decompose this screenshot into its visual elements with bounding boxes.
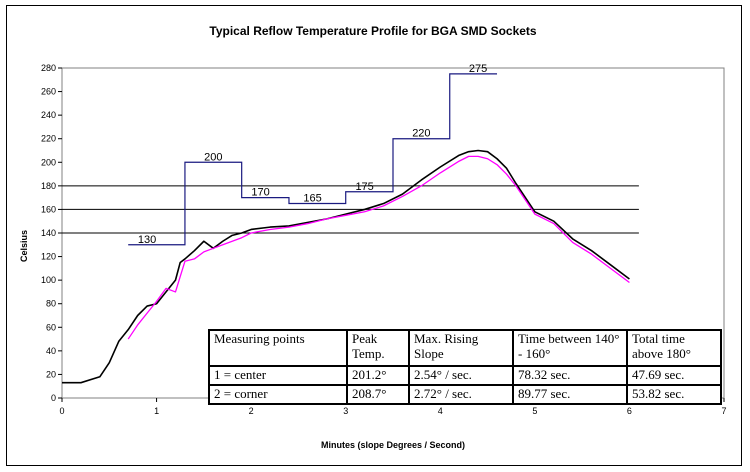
setpoint-label: 175 <box>355 181 373 193</box>
table-cell: 2.72° / sec. <box>408 384 514 405</box>
table-cell: 47.69 sec. <box>626 365 722 386</box>
y-tick-label: 180 <box>41 181 56 191</box>
header-peak-temp: Peak Temp. <box>346 329 410 367</box>
y-tick-label: 80 <box>46 299 56 309</box>
x-tick-label: 1 <box>154 406 159 416</box>
y-tick-label: 160 <box>41 204 56 214</box>
header-max-rising-slope: Max. Rising Slope <box>408 329 514 367</box>
setpoint-label: 275 <box>469 63 487 75</box>
y-tick-label: 240 <box>41 110 56 120</box>
setpoint-label: 200 <box>204 151 222 163</box>
center-temperature-line <box>62 149 630 384</box>
y-tick-label: 0 <box>51 393 56 403</box>
y-tick-label: 120 <box>41 252 56 262</box>
header-measuring-points: Measuring points <box>208 329 348 367</box>
y-tick-label: 100 <box>41 275 56 285</box>
header-total-time: Total time above 180° <box>626 329 722 367</box>
x-tick-label: 2 <box>249 406 254 416</box>
table-cell: 208.7° <box>346 384 410 405</box>
header-time-between: Time between 140° - 160° <box>512 329 628 367</box>
y-tick-label: 280 <box>41 63 56 73</box>
table-row: 1 = center 201.2° 2.54° / sec. 78.32 sec… <box>208 365 722 386</box>
table-header-row: Measuring points Peak Temp. Max. Rising … <box>208 329 722 367</box>
y-tick-label: 200 <box>41 157 56 167</box>
x-tick-label: 5 <box>532 406 537 416</box>
x-tick-label: 3 <box>343 406 348 416</box>
x-tick-label: 0 <box>59 406 64 416</box>
y-tick-label: 140 <box>41 228 56 238</box>
setpoint-label: 130 <box>138 234 156 246</box>
setpoint-label: 170 <box>251 187 269 199</box>
x-tick-label: 4 <box>438 406 443 416</box>
setpoint-profile-line <box>128 73 498 246</box>
table-cell: 78.32 sec. <box>512 365 628 386</box>
setpoint-label: 220 <box>412 128 430 140</box>
measurement-table: Measuring points Peak Temp. Max. Rising … <box>208 329 722 405</box>
table-cell: 201.2° <box>346 365 410 386</box>
table-cell: 2 = corner <box>208 384 348 405</box>
y-axis-title: Celsius <box>19 230 29 262</box>
x-tick-label: 7 <box>721 406 726 416</box>
table-cell: 2.54° / sec. <box>408 365 514 386</box>
corner-temperature-line <box>127 155 630 340</box>
x-tick-label: 6 <box>627 406 632 416</box>
chart-title: Typical Reflow Temperature Profile for B… <box>209 24 537 38</box>
table-cell: 89.77 sec. <box>512 384 628 405</box>
y-tick-label: 220 <box>41 134 56 144</box>
x-axis-title: Minutes (slope Degrees / Second) <box>321 440 465 450</box>
y-tick-label: 20 <box>46 369 56 379</box>
chart-frame: Typical Reflow Temperature Profile for B… <box>6 5 742 466</box>
table-cell: 1 = center <box>208 365 348 386</box>
y-tick-label: 40 <box>46 346 56 356</box>
y-tick-label: 260 <box>41 87 56 97</box>
y-tick-label: 60 <box>46 322 56 332</box>
table-cell: 53.82 sec. <box>626 384 722 405</box>
table-row: 2 = corner 208.7° 2.72° / sec. 89.77 sec… <box>208 384 722 405</box>
setpoint-label: 165 <box>303 193 321 205</box>
